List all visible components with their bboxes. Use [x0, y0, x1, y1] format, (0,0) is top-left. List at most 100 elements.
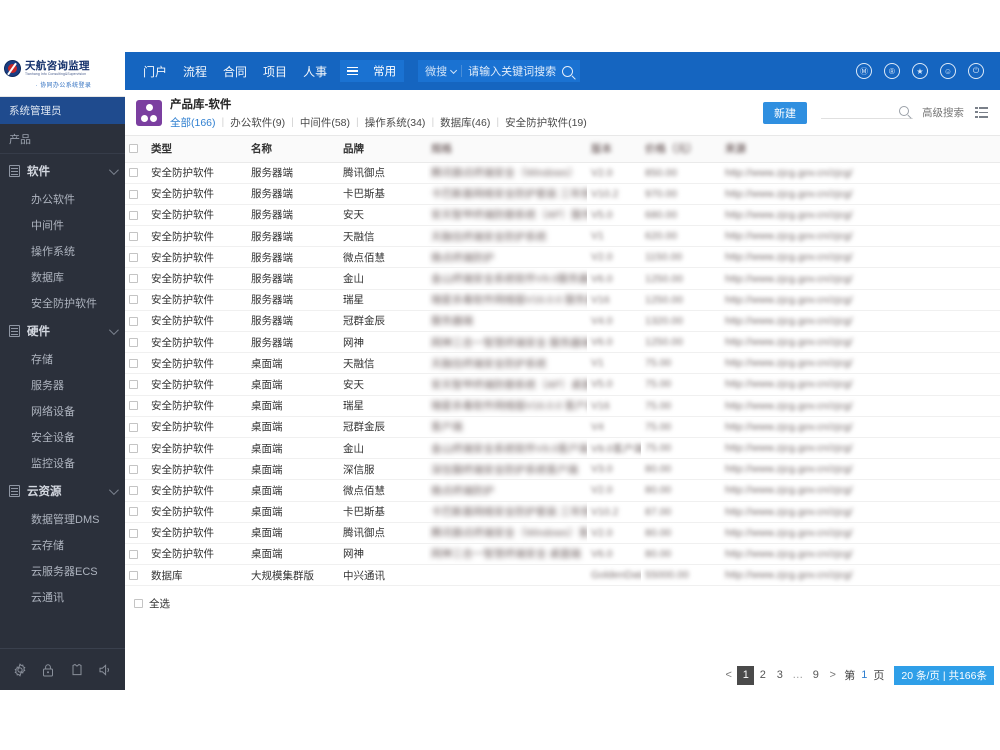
sidebar-item-网络设备[interactable]: 网络设备 [31, 406, 75, 418]
content-search[interactable] [821, 106, 913, 119]
row-checkbox-cell[interactable] [125, 437, 147, 460]
top-menu-门户[interactable]: 门户 [143, 64, 168, 79]
row-checkbox-cell[interactable] [125, 225, 147, 248]
row-checkbox-cell[interactable] [125, 373, 147, 396]
page-number-2[interactable]: 2 [759, 669, 766, 681]
global-search[interactable]: 微搜 请输入关键词搜索 [418, 60, 581, 82]
row-checkbox[interactable] [129, 316, 138, 326]
row-checkbox[interactable] [129, 528, 138, 538]
select-all-checkbox[interactable] [134, 599, 143, 609]
table-row[interactable]: 数据库 大规模集群版 中兴通讯 GoldenData ... 55000.00 http:… [125, 564, 1000, 587]
table-row[interactable]: 安全防护软件 服务器端 天融信 天融信终端安全防护系统 V1 620.00 http://w… [125, 225, 1000, 248]
sidebar-item-操作系统[interactable]: 操作系统 [31, 246, 75, 258]
table-row[interactable]: 安全防护软件 桌面端 深信服 深信服终端安全防护系统客户端 V3.0 80.00 http:… [125, 458, 1000, 481]
page-number-1[interactable]: 1 [737, 665, 755, 685]
row-checkbox-cell[interactable] [125, 416, 147, 438]
tab-安全防护软件(19)[interactable]: 安全防护软件(19) [505, 116, 587, 129]
sidebar-item-数据管理DMS[interactable]: 数据管理DMS [31, 514, 100, 526]
row-checkbox[interactable] [129, 253, 138, 263]
row-checkbox-cell[interactable] [125, 310, 147, 333]
row-checkbox[interactable] [129, 464, 138, 474]
sidebar-item-安全防护软件[interactable]: 安全防护软件 [31, 298, 97, 310]
sidebar-group-硬件[interactable]: 硬件 [0, 316, 125, 346]
tab-全部(166)[interactable]: 全部(166) [170, 116, 216, 129]
table-row[interactable]: 安全防护软件 服务器端 卡巴斯基 卡巴斯基网络安全防护套装 三年授权服务版 V10.2 9… [125, 183, 1000, 205]
advanced-search-link[interactable]: 高级搜索 [922, 107, 964, 119]
row-checkbox[interactable] [129, 549, 138, 559]
select-all-row[interactable]: 全选 [125, 586, 1000, 611]
row-checkbox-cell[interactable] [125, 267, 147, 290]
list-view-icon[interactable] [975, 107, 988, 118]
page-prev-button[interactable]: < [725, 669, 732, 681]
tab-中间件(58)[interactable]: 中间件(58) [299, 116, 351, 129]
row-checkbox[interactable] [129, 507, 138, 517]
row-checkbox[interactable] [129, 295, 138, 305]
jump-page-input[interactable]: 1 [861, 669, 868, 681]
table-row[interactable]: 安全防护软件 桌面端 网神 网神三合一智慧终端安全 桌面端 V6.0 80.00 http:… [125, 543, 1000, 566]
top-menu-人事[interactable]: 人事 [303, 64, 328, 79]
search-scope-selector[interactable]: 微搜 [425, 63, 458, 79]
row-checkbox-cell[interactable] [125, 479, 147, 502]
sidebar-item-办公软件[interactable]: 办公软件 [31, 194, 75, 206]
row-checkbox-cell[interactable] [125, 522, 147, 544]
row-checkbox[interactable] [129, 570, 138, 580]
row-checkbox[interactable] [129, 168, 138, 178]
per-page-total-label[interactable]: 20 条/页 | 共166条 [894, 665, 994, 685]
table-row[interactable]: 安全防护软件 桌面端 天融信 天融信终端安全防护系统 V1 75.00 http://www… [125, 352, 1000, 375]
table-row[interactable]: 安全防护软件 桌面端 安天 安天智甲终端防御系统（AP）桌面版 V5.0 75.00 htt… [125, 373, 1000, 396]
top-menu-流程[interactable]: 流程 [183, 64, 208, 79]
row-checkbox-cell[interactable] [125, 246, 147, 269]
row-checkbox[interactable] [129, 359, 138, 368]
gear-icon[interactable] [12, 662, 28, 678]
row-checkbox-cell[interactable] [125, 289, 147, 311]
tab-数据库(46)[interactable]: 数据库(46) [440, 116, 491, 129]
sidebar-group-软件[interactable]: 软件 [0, 156, 125, 186]
table-row[interactable]: 安全防护软件 服务器端 瑞星 瑞星杀毒软件网络版V16.0.0 服务器端 V16 1250… [125, 289, 1000, 311]
sidebar-item-云服务器ECS[interactable]: 云服务器ECS [31, 566, 98, 578]
row-checkbox[interactable] [129, 422, 138, 432]
row-checkbox[interactable] [129, 210, 138, 220]
row-checkbox[interactable] [129, 380, 138, 390]
page-next-button[interactable]: > [829, 669, 836, 681]
sidebar-item-监控设备[interactable]: 监控设备 [31, 458, 75, 470]
table-row[interactable]: 安全防护软件 桌面端 腾讯御点 腾讯御点终端安全（Windows）客户端 V2.0 80.… [125, 522, 1000, 544]
rmb-circle-icon[interactable]: ® [884, 63, 900, 79]
search-icon[interactable] [562, 65, 574, 77]
shirt-icon[interactable] [69, 662, 85, 678]
table-row[interactable]: 安全防护软件 桌面端 卡巴斯基 卡巴斯基网络安全防护套装 三年授权服务版 客户端 V10… [125, 501, 1000, 523]
table-row[interactable]: 安全防护软件 服务器端 网神 网神三合一智慧终端安全 服务器端 V6.0 1250.00 h… [125, 331, 1000, 354]
new-button[interactable]: 新建 [763, 101, 807, 124]
table-row[interactable]: 安全防护软件 服务器端 腾讯御点 腾讯御点终端安全（Windows） V2.0 850.0… [125, 162, 1000, 184]
table-row[interactable]: 安全防护软件 桌面端 瑞星 瑞星杀毒软件网络版V16.0.0 客户端 V16 75.00 h… [125, 395, 1000, 417]
sidebar-item-存储[interactable]: 存储 [31, 354, 53, 366]
row-checkbox-cell[interactable] [125, 501, 147, 523]
sidebar-item-服务器[interactable]: 服务器 [31, 380, 64, 392]
page-number-3[interactable]: 3 [776, 669, 783, 681]
row-checkbox-cell[interactable] [125, 331, 147, 354]
star-icon[interactable]: ★ [912, 63, 928, 79]
row-checkbox[interactable] [129, 231, 138, 241]
row-checkbox[interactable] [129, 189, 138, 199]
m-circle-icon[interactable]: Ⓜ [856, 63, 872, 79]
row-checkbox-cell[interactable] [125, 183, 147, 205]
row-checkbox-cell[interactable] [125, 352, 147, 375]
table-row[interactable]: 安全防护软件 桌面端 微点佰慧 微点终端防护 V2.0 80.00 http://www.z… [125, 479, 1000, 502]
select-all-header-checkbox[interactable] [125, 136, 147, 163]
row-checkbox[interactable] [129, 401, 138, 411]
tab-操作系统(34)[interactable]: 操作系统(34) [364, 116, 426, 129]
row-checkbox-cell[interactable] [125, 204, 147, 227]
sidebar-item-云通讯[interactable]: 云通讯 [31, 592, 64, 604]
power-icon[interactable]: ⏻ [968, 63, 984, 79]
row-checkbox-cell[interactable] [125, 162, 147, 184]
table-row[interactable]: 安全防护软件 服务器端 微点佰慧 微点终端防护 V2.0 1150.00 http://ww… [125, 246, 1000, 269]
lock-icon[interactable] [40, 662, 56, 678]
top-menu-项目[interactable]: 项目 [263, 64, 288, 79]
search-icon[interactable] [899, 106, 909, 116]
sidebar-group-云资源[interactable]: 云资源 [0, 476, 125, 506]
table-row[interactable]: 安全防护软件 服务器端 冠群金辰 服务器端 V4.0 1320.00 http://www.… [125, 310, 1000, 333]
row-checkbox-cell[interactable] [125, 543, 147, 566]
table-row[interactable]: 安全防护软件 服务器端 金山 金山终端安全系统软件V9.0服务器版 V6.0 1250.0… [125, 267, 1000, 290]
smiley-icon[interactable]: ☺ [940, 63, 956, 79]
table-row[interactable]: 安全防护软件 服务器端 安天 安天智甲终端防御系统（AP）服务器版 V5.0 680.00… [125, 204, 1000, 227]
page-number-9[interactable]: 9 [812, 669, 819, 681]
